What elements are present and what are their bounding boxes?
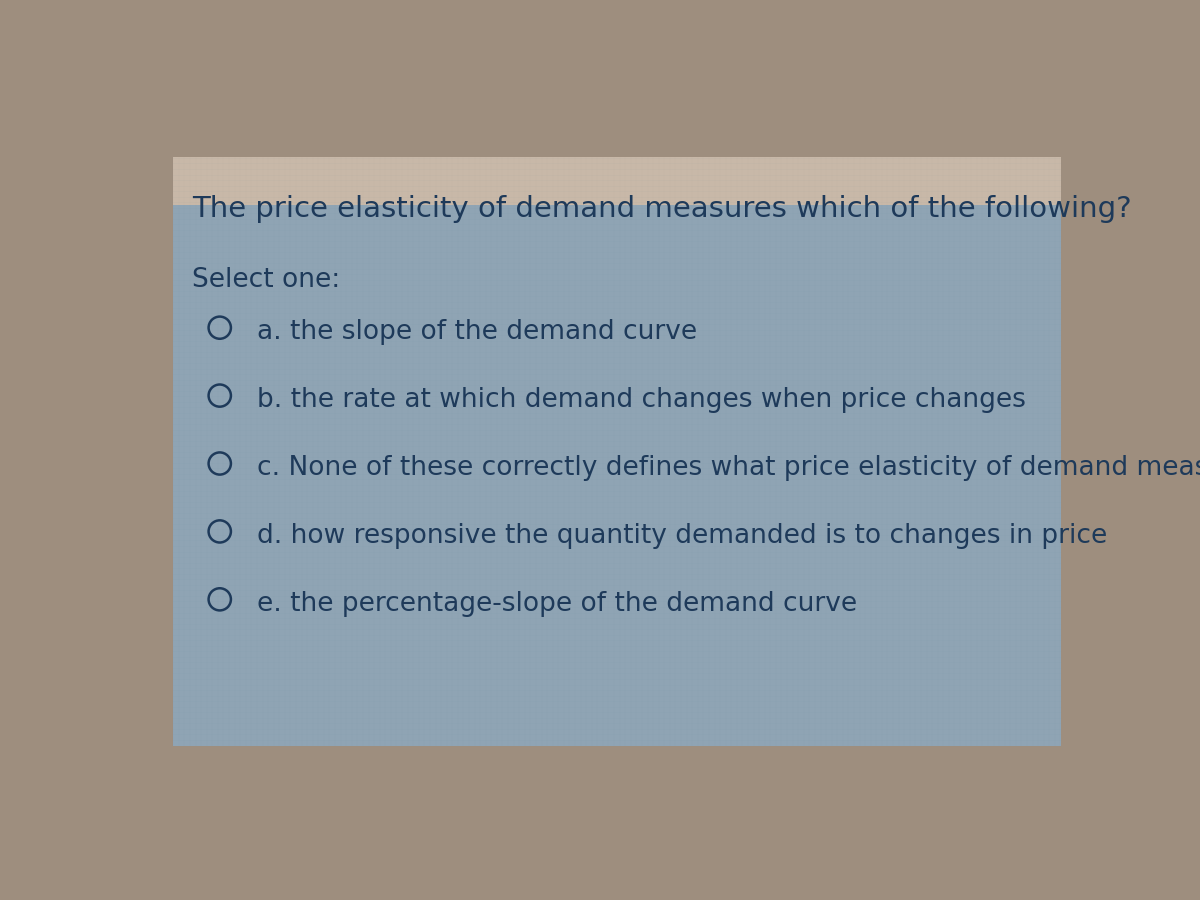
Text: The price elasticity of demand measures which of the following?: The price elasticity of demand measures … xyxy=(192,194,1132,222)
Text: Select one:: Select one: xyxy=(192,267,340,293)
Text: e. the percentage-slope of the demand curve: e. the percentage-slope of the demand cu… xyxy=(257,591,857,617)
Text: a. the slope of the demand curve: a. the slope of the demand curve xyxy=(257,320,697,346)
Text: d. how responsive the quantity demanded is to changes in price: d. how responsive the quantity demanded … xyxy=(257,523,1108,549)
FancyBboxPatch shape xyxy=(173,157,1062,745)
Text: b. the rate at which demand changes when price changes: b. the rate at which demand changes when… xyxy=(257,387,1026,413)
Text: c. None of these correctly defines what price elasticity of demand measures.: c. None of these correctly defines what … xyxy=(257,455,1200,482)
FancyBboxPatch shape xyxy=(173,157,1062,205)
